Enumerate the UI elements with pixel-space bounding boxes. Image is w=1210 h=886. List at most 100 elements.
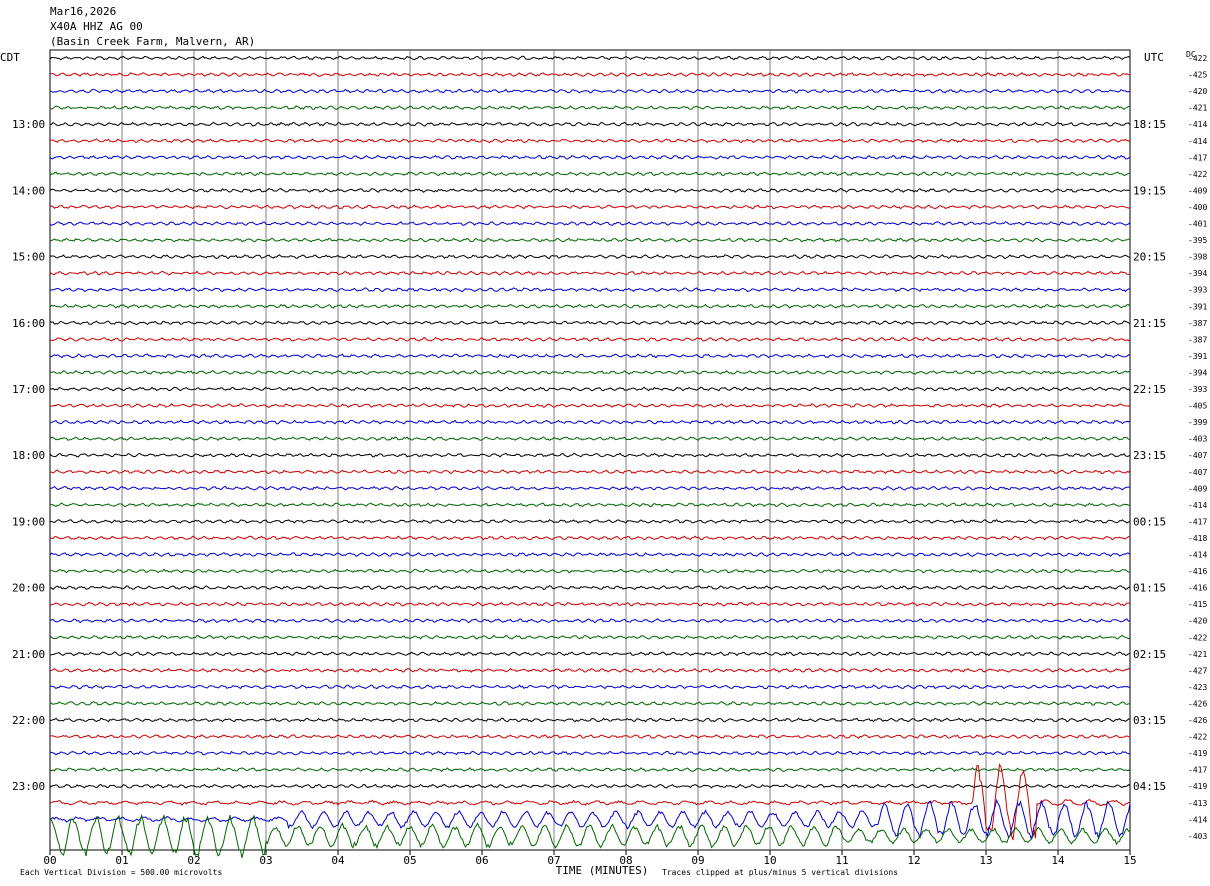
header-location: (Basin Creek Farm, Malvern, AR) [50,35,256,48]
header-date: Mar16,2026 [50,5,117,18]
footer-scale-note: Each Vertical Division = 500.00 microvol… [20,868,222,877]
utc-hour-label: 20:15 [1133,251,1166,264]
cdt-hour-label: 20:00 [12,582,45,595]
utc-hour-label: 18:15 [1133,118,1166,131]
dc-offset-label: -413 [1188,799,1207,808]
x-tick-label: 12 [907,854,920,867]
dc-offset-label: -393 [1188,286,1207,295]
trace-line [49,88,1131,94]
trace-line [49,798,1131,840]
footer-clip-note: Traces clipped at plus/minus 5 vertical … [662,868,898,877]
trace-line [49,403,1131,408]
utc-hour-label: 01:15 [1133,582,1166,595]
trace-line [49,552,1131,557]
plot-frame [49,49,1131,851]
x-tick-label: 03 [259,854,272,867]
dc-offset-label: -394 [1188,368,1207,377]
dc-offset-label: -414 [1188,137,1207,146]
x-tick-label: 07 [547,854,560,867]
cdt-hour-label: 15:00 [12,251,45,264]
dc-offset-label: -409 [1188,186,1207,195]
dc-offset-label: -405 [1188,402,1207,411]
trace-line [49,72,1130,77]
dc-offset-label: -416 [1188,567,1207,576]
dc-offset-label: -403 [1188,832,1207,841]
utc-axis-label: UTC [1144,51,1164,64]
trace-line [49,303,1131,309]
trace-line [49,221,1131,226]
x-tick-label: 09 [691,854,704,867]
dc-offset-label: -394 [1188,269,1207,278]
x-tick-label: 15 [1123,854,1136,867]
dc-offset-label: -422 [1188,170,1207,179]
dc-offset-label: -387 [1188,335,1207,344]
cdt-hour-label: 21:00 [12,648,45,661]
cdt-hour-label: 13:00 [12,118,45,131]
trace-line [49,369,1131,375]
dc-offset-label: -403 [1188,435,1207,444]
dc-offset-label: -427 [1188,666,1207,675]
dc-offset-label: -425 [1188,71,1207,80]
trace-line [49,750,1131,756]
dc-offset-label: -414 [1188,815,1207,824]
header-station: X40A HHZ AG 00 [50,20,143,33]
dc-offset-label: -399 [1188,418,1207,427]
dc-offset-label: -417 [1188,153,1207,162]
trace-line [49,651,1131,657]
trace-line [49,154,1131,160]
trace-line [49,138,1131,144]
cdt-axis-label: CDT [0,51,20,64]
dc-offset-label: -414 [1188,120,1207,129]
dc-offset-label: -426 [1188,716,1207,725]
dc-offset-label: -407 [1188,468,1207,477]
x-tick-label: 08 [619,854,632,867]
trace-line [49,419,1131,425]
x-tick-label: 05 [403,854,416,867]
dc-offset-label: -415 [1188,600,1207,609]
dc-offset-label: -400 [1188,203,1207,212]
trace-line [49,55,1131,61]
x-tick-label: 11 [835,854,848,867]
utc-hour-label: 19:15 [1133,184,1166,197]
cdt-hour-label: 16:00 [12,317,45,330]
trace-line [49,469,1131,475]
dc-offset-label: -395 [1188,236,1207,245]
dc-offset-label: -387 [1188,319,1207,328]
trace-line [50,717,1131,723]
dc-offset-label: -407 [1188,451,1207,460]
trace-line [50,585,1131,590]
cdt-hour-label: 18:00 [12,449,45,462]
trace-line [49,353,1131,359]
x-axis-title: TIME (MINUTES) [556,864,649,877]
x-tick-label: 10 [763,854,776,867]
trace-line [49,535,1131,541]
dc-offset-label: -423 [1188,683,1207,692]
trace-line [49,783,1131,789]
utc-hour-label: 03:15 [1133,714,1166,727]
dc-offset-label: -398 [1188,253,1207,262]
cdt-hour-label: 23:00 [12,780,45,793]
trace-line [49,270,1131,276]
cdt-hour-label: 17:00 [12,383,45,396]
dc-offset-label: -414 [1188,501,1207,510]
dc-offset-label: -414 [1188,551,1207,560]
dc-offset-label: -401 [1188,220,1207,229]
trace-line [49,336,1131,342]
dc-offset-label: -420 [1188,87,1207,96]
x-tick-label: 14 [1051,854,1065,867]
dc-offset-label: -393 [1188,385,1207,394]
utc-hour-label: 02:15 [1133,648,1166,661]
utc-hour-label: 00:15 [1133,515,1166,528]
dc-offset-label: -426 [1188,699,1207,708]
x-tick-label: 02 [187,854,200,867]
trace-line [49,701,1131,706]
dc-offset-label: -416 [1188,584,1207,593]
trace-line [49,287,1131,293]
trace-line [49,667,1131,673]
trace-line [49,320,1131,326]
trace-line [49,767,1131,773]
dc-offset-label: -409 [1188,484,1207,493]
x-tick-label: 01 [115,854,128,867]
trace-line [49,734,1131,739]
x-tick-label: 06 [475,854,488,867]
